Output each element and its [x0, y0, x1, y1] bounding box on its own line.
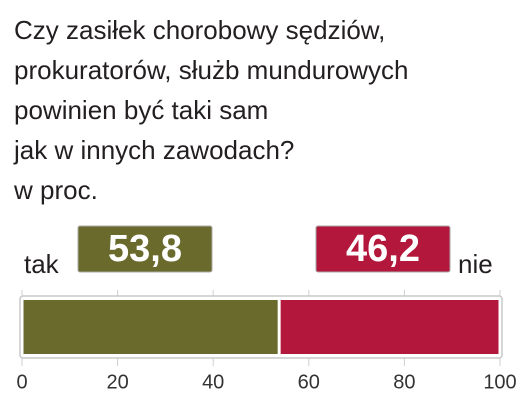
- value-label: 53,8: [108, 228, 182, 270]
- chart-title: powinien być taki sam: [14, 95, 268, 125]
- value-label: 46,2: [346, 228, 420, 270]
- chart-title: Czy zasiłek chorobowy sędziów,: [14, 15, 385, 45]
- legend-label: nie: [458, 249, 493, 279]
- chart-title: prokuratorów, służb mundurowych: [14, 55, 409, 85]
- value-box: [315, 225, 451, 273]
- bar-segment: [23, 300, 278, 354]
- x-tick-label: 0: [16, 371, 27, 393]
- x-tick-label: 40: [202, 371, 224, 393]
- bar-segment: [280, 300, 499, 354]
- x-tick-label: 100: [483, 371, 516, 393]
- x-tick-label: 60: [298, 371, 320, 393]
- x-tick-label: 20: [106, 371, 128, 393]
- legend-label: tak: [24, 249, 60, 279]
- x-tick-label: 80: [393, 371, 415, 393]
- chart-title: jak w innych zawodach?: [13, 135, 294, 165]
- chart-subtitle: w proc.: [13, 175, 98, 205]
- value-box: [77, 225, 213, 273]
